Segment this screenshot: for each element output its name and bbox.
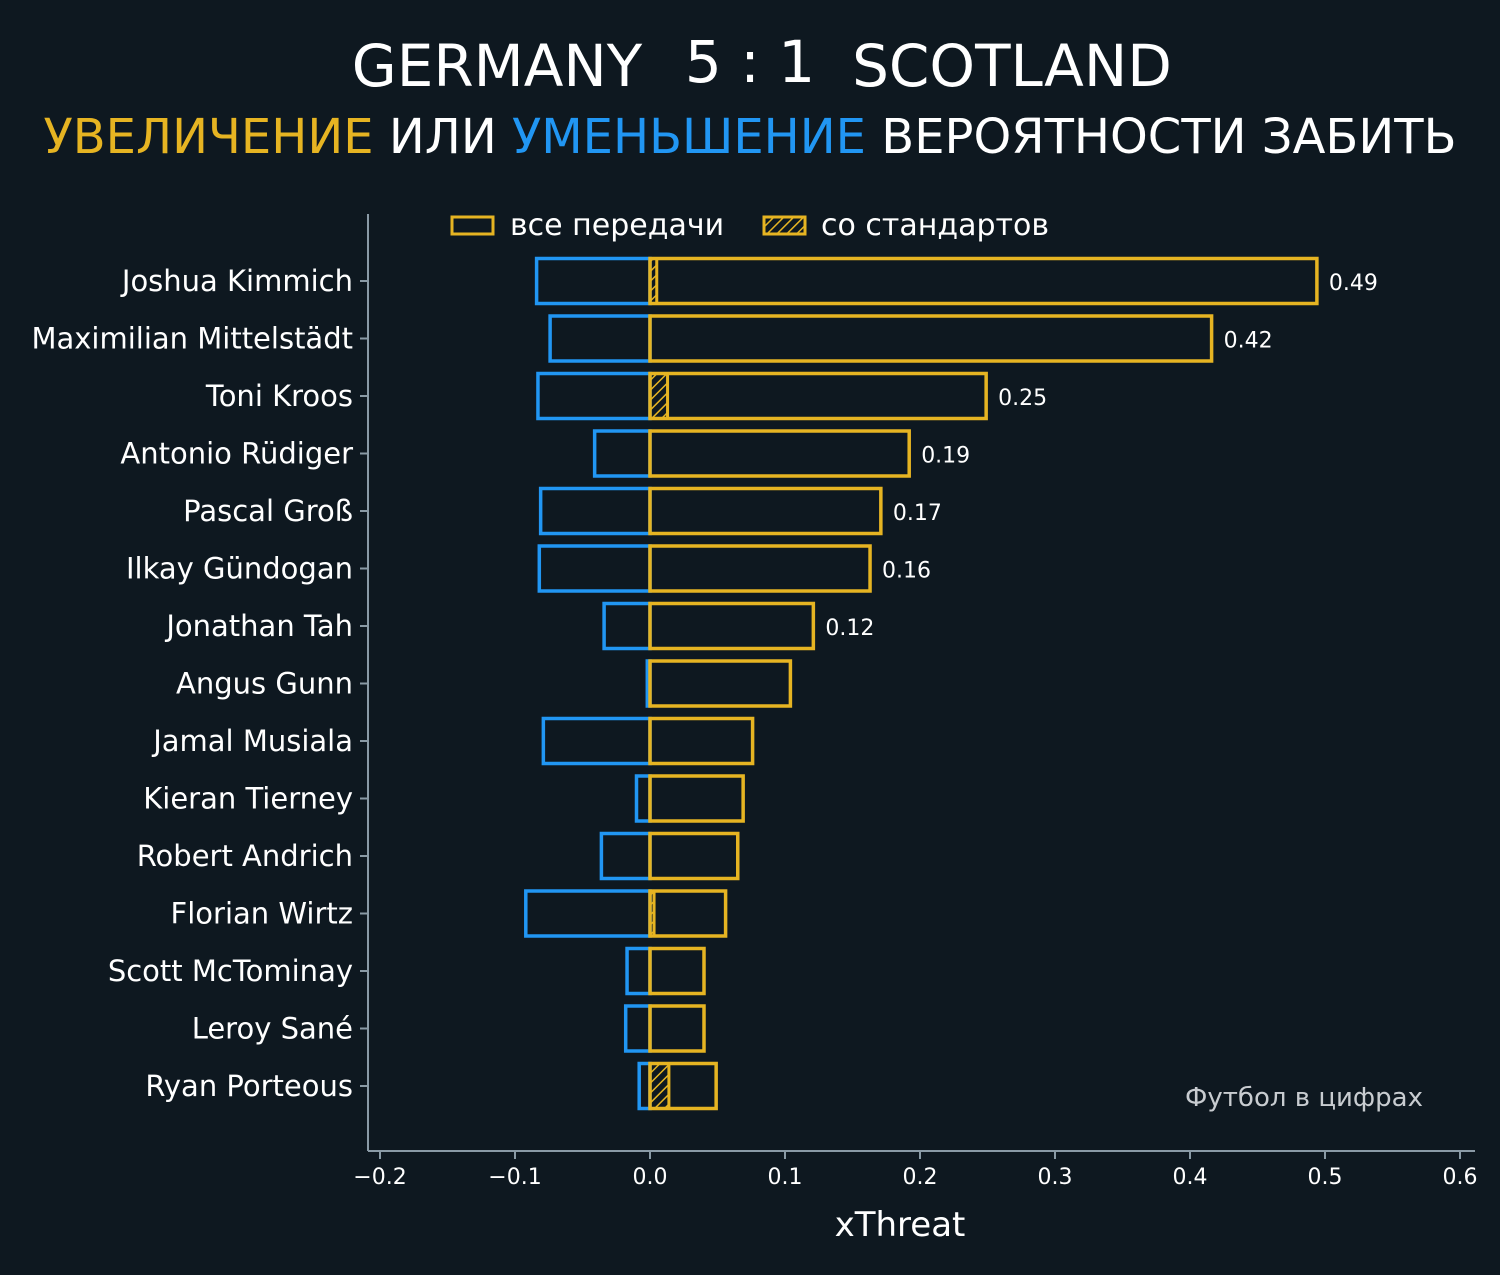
increase-bar	[648, 774, 745, 823]
x-tick-label: 0.0	[633, 1165, 668, 1190]
x-tick-layer: −0.2 −0.1 0.0 0.1 0.2 0.3 0.4 0.5 0.6	[353, 1151, 1478, 1190]
x-tick-label: 0.1	[768, 1165, 803, 1190]
x-tick-label: 0.3	[1038, 1165, 1073, 1190]
set-piece-bar	[648, 1062, 671, 1110]
player-label: Scott McTominay	[108, 954, 353, 988]
subtitle-decrease: УМЕНЬШЕНИЕ	[512, 109, 866, 165]
player-label: Kieran Tierney	[143, 782, 353, 816]
player-label: Pascal Groß	[183, 494, 353, 528]
value-label: 0.42	[1224, 329, 1273, 354]
increase-bar	[648, 314, 1214, 363]
legend-set-pieces-label: со стандартов	[821, 208, 1049, 243]
increase-bar	[648, 256, 1319, 306]
decrease-bar	[634, 774, 652, 823]
decrease-bar	[537, 544, 652, 593]
decrease-bar	[548, 314, 652, 363]
credit-text: Футбол в цифрах	[1185, 1083, 1423, 1113]
x-tick-label: −0.1	[488, 1165, 541, 1190]
subtitle-or: ИЛИ	[374, 109, 512, 165]
bar-layer	[524, 256, 1319, 1111]
x-tick-label: 0.6	[1443, 1165, 1478, 1190]
player-label: Jonathan Tah	[164, 609, 353, 643]
legend: все передачи со стандартов	[450, 208, 1049, 243]
player-label: Antonio Rüdiger	[120, 437, 353, 471]
player-label: Toni Kroos	[205, 379, 353, 413]
value-label: 0.17	[893, 501, 942, 526]
score: 5 : 1	[685, 28, 815, 96]
decrease-bar	[524, 889, 652, 938]
decrease-bar	[625, 946, 652, 996]
set-piece-bar	[648, 372, 670, 420]
increase-bar	[648, 946, 706, 996]
player-label: Florian Wirtz	[171, 897, 353, 931]
x-tick-label: −0.2	[353, 1165, 406, 1190]
chart-subtitle: УВЕЛИЧЕНИЕ ИЛИ УМЕНЬШЕНИЕ ВЕРОЯТНОСТИ ЗА…	[43, 109, 1456, 165]
x-tick-label: 0.2	[903, 1165, 938, 1190]
value-label: 0.12	[825, 616, 874, 641]
decrease-bar	[541, 716, 652, 766]
increase-bar	[648, 889, 728, 938]
increase-bar	[648, 831, 740, 881]
decrease-bar	[599, 831, 652, 881]
increase-bar	[648, 716, 755, 766]
player-label: Angus Gunn	[176, 667, 353, 701]
value-label: 0.16	[882, 559, 931, 584]
subtitle-increase: УВЕЛИЧЕНИЕ	[43, 109, 373, 165]
subtitle-rest: ВЕРОЯТНОСТИ ЗАБИТЬ	[866, 109, 1457, 165]
x-tick-label: 0.4	[1173, 1165, 1208, 1190]
x-tick-label: 0.5	[1308, 1165, 1343, 1190]
legend-all-passes-swatch	[450, 215, 495, 236]
increase-bar	[648, 1004, 706, 1053]
decrease-bar	[538, 486, 652, 536]
increase-bar	[648, 601, 816, 651]
decrease-bar	[534, 256, 652, 306]
player-label: Jamal Musiala	[151, 724, 353, 758]
increase-bar	[648, 544, 872, 593]
increase-bar	[648, 429, 911, 478]
increase-bar	[648, 659, 793, 708]
chart-title: GERMANY 5 : 1 SCOTLAND	[352, 28, 1172, 100]
player-label: Leroy Sané	[192, 1012, 353, 1046]
legend-all-passes-label: все передачи	[510, 208, 724, 243]
increase-bar	[648, 371, 988, 421]
player-label: Ryan Porteous	[145, 1069, 353, 1103]
y-tick-layer: Joshua Kimmich Maximilian Mittelstädt Toni…	[31, 264, 368, 1103]
decrease-bar	[536, 371, 652, 421]
decrease-bar	[623, 1004, 652, 1053]
player-label: Joshua Kimmich	[120, 264, 353, 298]
decrease-bar	[602, 601, 652, 651]
away-team: SCOTLAND	[852, 32, 1172, 100]
increase-bar	[648, 486, 883, 536]
value-label: 0.49	[1329, 271, 1378, 296]
player-label: Robert Andrich	[137, 839, 353, 873]
home-team: GERMANY	[352, 32, 643, 100]
value-label: 0.19	[921, 444, 970, 469]
increase-bar	[648, 1061, 718, 1111]
player-label: Ilkay Gündogan	[126, 552, 353, 586]
value-label: 0.25	[998, 386, 1047, 411]
x-axis-label: xThreat	[835, 1205, 966, 1245]
player-label: Maximilian Mittelstädt	[31, 322, 353, 356]
legend-set-pieces-swatch	[762, 215, 807, 236]
decrease-bar	[592, 429, 652, 478]
value-label-layer: 0.49 0.42 0.25 0.19 0.17 0.16 0.12	[825, 271, 1378, 641]
